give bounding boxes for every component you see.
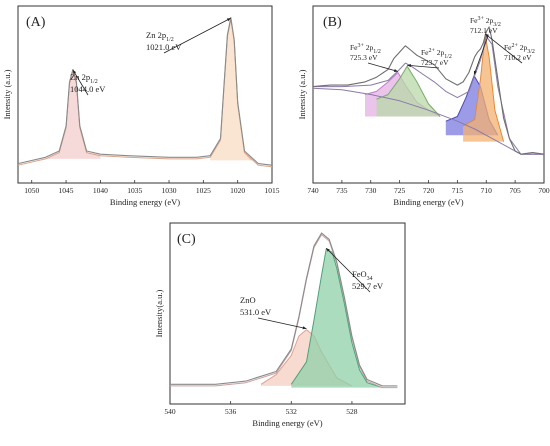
- plot-frame: [17, 5, 273, 184]
- x-tick-label: 735: [336, 186, 348, 195]
- component-fill: [291, 249, 383, 388]
- x-tick-label: 720: [423, 186, 435, 195]
- peak-arrow: [163, 17, 231, 54]
- peak-arrow: [72, 69, 89, 96]
- peak-arrow: [473, 35, 489, 75]
- x-tick-label: 715: [452, 186, 464, 195]
- x-axis-label: Binding energy (eV): [393, 197, 463, 207]
- x-tick-label: 700: [538, 186, 550, 195]
- x-tick-label: 540: [164, 407, 176, 416]
- peak-arrow: [325, 247, 371, 293]
- peak-arrowhead: [485, 33, 489, 38]
- series-component-line: [376, 65, 441, 117]
- peak-label: Fe3+ 2p3/2: [470, 16, 501, 28]
- peak-label: Fe2+ 2p3/2: [504, 43, 535, 55]
- peak-label: ZnO: [240, 295, 256, 305]
- peak-value: 531.0 eV: [240, 307, 272, 317]
- x-tick-label: 1050: [24, 186, 39, 195]
- x-axis-label: Binding energy (eV): [252, 418, 322, 428]
- y-axis-label: Intensity (a.u.): [2, 69, 12, 119]
- peak-value: 1044.0 eV: [70, 84, 106, 94]
- x-tick-label: 740: [307, 186, 319, 195]
- x-tick-label: 1025: [196, 186, 211, 195]
- peak-value: 712.1 eV: [470, 26, 498, 35]
- plot-frame: [169, 222, 406, 405]
- peak-arrowhead: [226, 18, 231, 22]
- peak-arrowhead: [72, 70, 77, 74]
- panel-c: (C) 540 536 532 528 Binding energy (eV) Intens…: [154, 222, 406, 428]
- panel-label: (A): [26, 15, 46, 30]
- series-measured-line: [17, 17, 273, 166]
- x-tick-label: 532: [286, 407, 298, 416]
- peak-arrow: [484, 33, 523, 64]
- x-tick-label: 705: [510, 186, 522, 195]
- x-tick-label: 1015: [265, 186, 280, 195]
- peak-arrow: [257, 317, 307, 329]
- peak-label: Fe2+ 2p1/2: [421, 48, 452, 60]
- component-fill: [210, 19, 252, 161]
- series-component-line: [290, 248, 383, 389]
- series-envelope-line: [170, 234, 398, 389]
- x-tick-label: 730: [365, 186, 377, 195]
- x-tick-label: 725: [394, 186, 406, 195]
- x-tick-label: 1040: [93, 186, 108, 195]
- peak-value: 723.7 eV: [421, 58, 449, 67]
- x-tick-label: 1035: [127, 186, 142, 195]
- x-axis-label: Binding energy (eV): [110, 197, 180, 207]
- series-measured-line: [312, 26, 545, 155]
- peak-arrowhead: [326, 248, 330, 252]
- y-axis-label: Intensity (a.u.): [297, 69, 307, 119]
- x-tick-label: 1020: [230, 186, 245, 195]
- component-fill: [463, 34, 504, 142]
- series-envelope-line: [313, 35, 544, 155]
- peak-label: Zn 2p1/2: [146, 30, 174, 43]
- panel-b: (B) 740 735 730 725 720 715 710 705 700 Binding en…: [297, 5, 550, 207]
- panel-label: (C): [177, 232, 196, 247]
- peak-arrow: [407, 64, 440, 69]
- peak-arrow: [367, 62, 399, 72]
- series-measured-line: [170, 232, 398, 387]
- y-axis-label: Intensity(a.u.): [154, 289, 164, 337]
- peak-label: Zn 2p1/2: [70, 72, 98, 85]
- component-fill: [376, 66, 441, 117]
- x-tick-label: 528: [346, 407, 358, 416]
- panel-a: (A) 1050 1045 1040 1035 1030 1025 1020 1015 Bindi…: [2, 5, 280, 207]
- peak-arrowhead: [393, 69, 398, 72]
- peak-arrowhead: [302, 326, 307, 330]
- peak-value: 710.2 eV: [504, 53, 532, 62]
- x-tick-label: 536: [225, 407, 237, 416]
- plot-frame: [312, 5, 545, 184]
- x-tick-label: 1045: [59, 186, 74, 195]
- x-tick-label: 1030: [162, 186, 177, 195]
- peak-arrowhead: [407, 64, 411, 68]
- component-fill: [45, 71, 101, 159]
- peak-value: 1021.0 eV: [146, 42, 182, 52]
- peak-label: FeO34: [352, 269, 373, 282]
- panel-label: (B): [323, 15, 342, 30]
- peak-value: 725.3 eV: [350, 53, 378, 62]
- peak-value: 529.7 eV: [352, 281, 384, 291]
- series-background-line: [312, 87, 544, 155]
- peak-arrowhead: [473, 70, 477, 75]
- peak-label: Fe3+ 2p1/2: [350, 43, 381, 55]
- x-tick-label: 710: [481, 186, 493, 195]
